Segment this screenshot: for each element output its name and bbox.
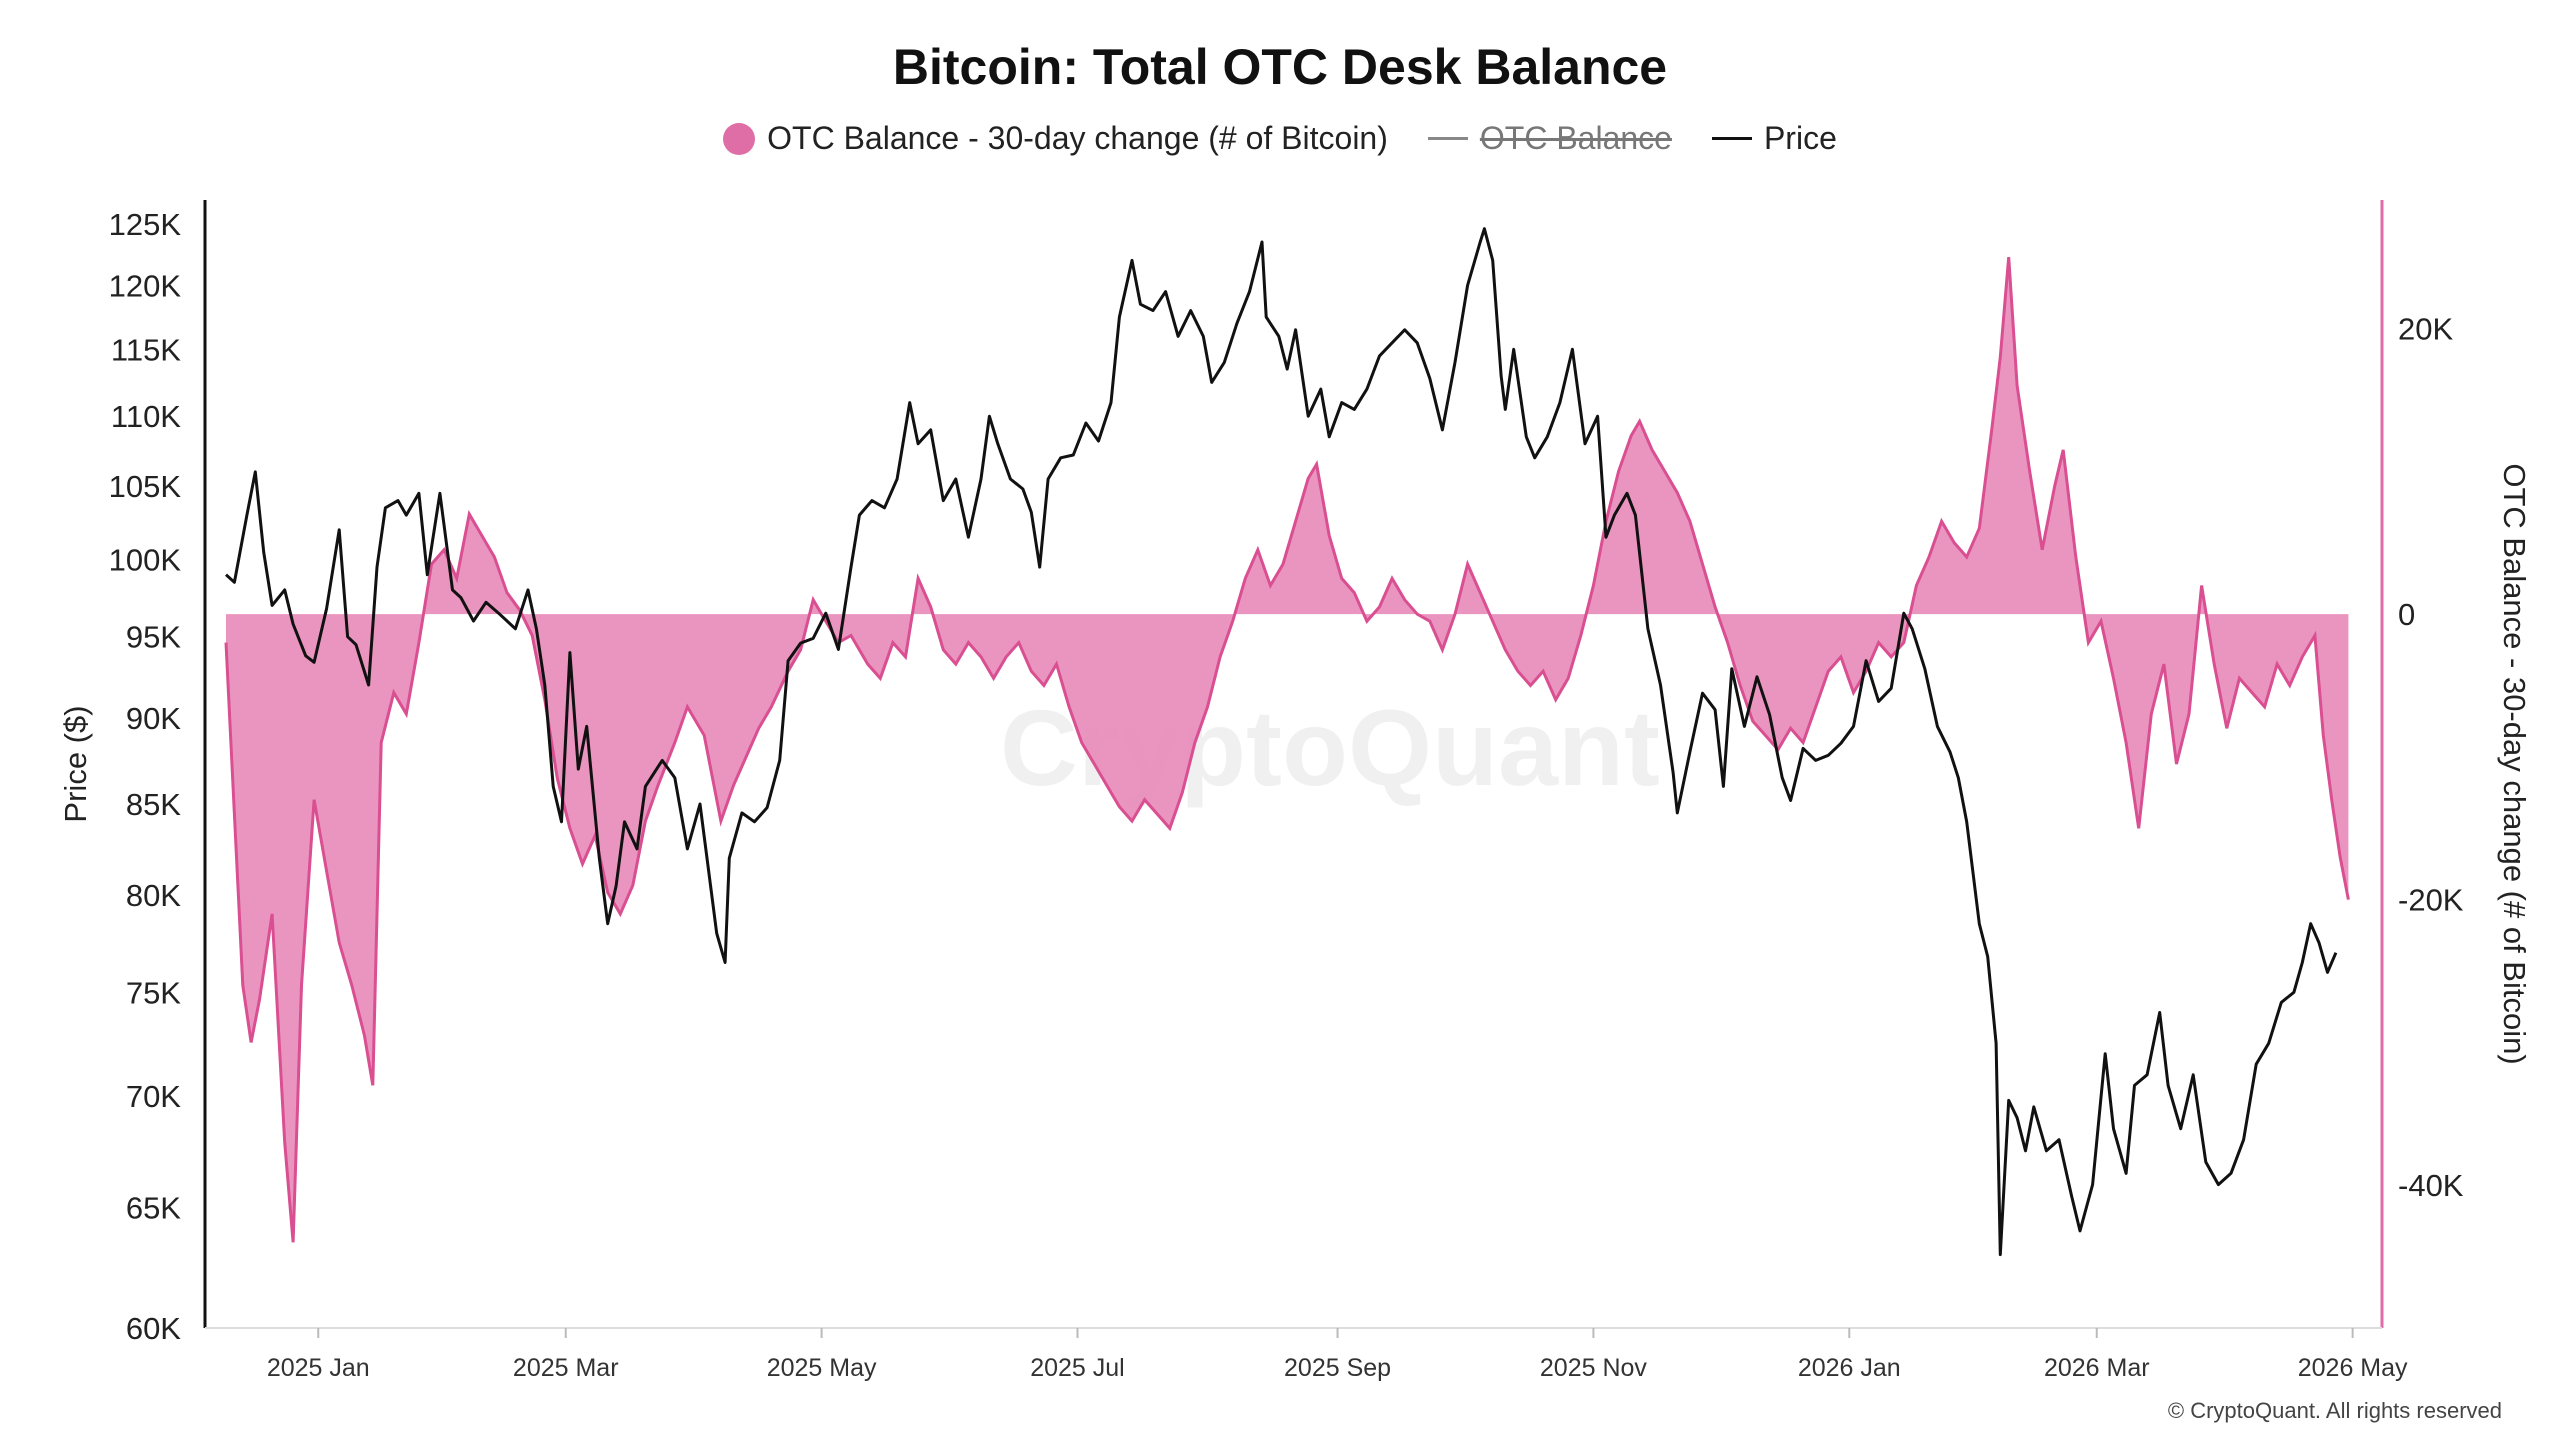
x-tick-label: 2025 May [767,1354,877,1382]
legend-dot-icon [723,122,756,155]
legend-line-icon [1427,137,1468,140]
legend-item-otc-balance[interactable]: OTC Balance [1427,120,1672,157]
legend-item-otc-change[interactable]: OTC Balance - 30-day change (# of Bitcoi… [723,120,1388,157]
x-tick-label: 2026 Mar [2044,1354,2150,1382]
y-left-tick-label: 120K [109,268,182,303]
y-left-tick-label: 100K [109,543,182,578]
y-left-tick-label: 60K [126,1311,181,1346]
y-left-tick-label: 115K [111,332,181,367]
chart-title: Bitcoin: Total OTC Desk Balance [892,39,1668,95]
legend-line-icon [1711,137,1752,140]
x-tick-label: 2025 Mar [513,1354,619,1382]
axes-layer: 60K 65K 70K 75K 80K 85K 90K 95K 100K 105K 110K 115K… [58,200,2532,1382]
y-right-axis-label: OTC Balance - 30-day change (# of Bitcoi… [2497,463,2532,1064]
x-tick-label: 2025 Jul [1030,1354,1125,1382]
price-series-layer [224,227,2338,1257]
otc-change-area [226,257,2349,1243]
y-left-tick-label: 110K [111,399,181,434]
y-left-tick-label: 90K [126,701,181,736]
y-left-tick-label: 85K [126,787,181,822]
y-right-tick-label: -20K [2398,883,2464,918]
x-tick-label: 2025 Sep [1284,1354,1391,1382]
y-left-tick-label: 80K [126,878,181,913]
y-right-tick-label: 20K [2398,312,2453,347]
x-tick-label: 2025 Jan [267,1354,370,1382]
otc-change-line [224,256,2350,1243]
x-tick-label: 2026 Jan [1798,1354,1901,1382]
y-right-tick-label: 0 [2398,597,2415,632]
price-line [224,227,2338,1257]
x-tick-label: 2025 Nov [1540,1354,1648,1382]
y-left-tick-label: 105K [109,469,182,504]
chart-legend: OTC Balance - 30-day change (# of Bitcoi… [0,120,2560,157]
otc-series-layer [224,256,2350,1243]
copyright-notice: © CryptoQuant. All rights reserved [2167,1398,2502,1423]
y-left-tick-label: 95K [126,620,181,655]
y-left-tick-label: 75K [126,975,181,1010]
legend-item-price[interactable]: Price [1711,120,1837,157]
y-left-axis-label: Price ($) [58,705,93,822]
legend-label: OTC Balance [1479,120,1672,156]
y-right-tick-label: -40K [2398,1168,2464,1203]
y-left-tick-label: 65K [126,1191,181,1226]
legend-label: Price [1763,120,1837,156]
legend-label: OTC Balance - 30-day change (# of Bitcoi… [767,120,1388,156]
y-left-tick-label: 125K [109,207,182,242]
y-left-tick-label: 70K [126,1079,181,1114]
x-tick-label: 2026 May [2298,1354,2408,1382]
